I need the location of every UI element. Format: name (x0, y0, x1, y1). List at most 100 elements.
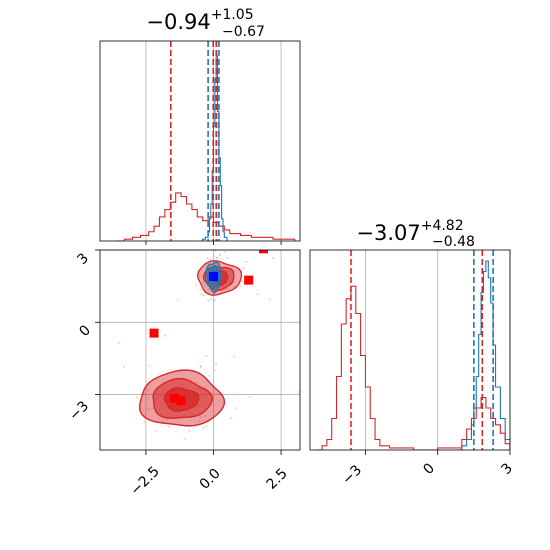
panel-right-bg (310, 250, 510, 450)
joint-sample-red-lower-0 (297, 390, 300, 393)
panel-top-frame (99, 40, 301, 242)
joint-markers (149, 250, 269, 406)
joint-sample-red-upper-16 (176, 298, 179, 301)
joint-sample-red-lower-30 (205, 355, 208, 358)
right-title: −3.07+4.82 (356, 218, 463, 245)
joint-xtick-label-neg2.5: −2.5 (127, 463, 162, 498)
panel-top-bg (100, 41, 300, 241)
panel-joint: 3 0 −3 −2.5 0.0 2.5 (66, 247, 301, 499)
joint-sample-red-upper-27 (198, 274, 201, 277)
joint-sample-blue-10 (202, 294, 205, 297)
top-title: −0.94+1.05 (146, 7, 253, 34)
joint-sample-red-lower-19 (161, 420, 164, 423)
joint-sample-red-lower-5 (184, 437, 187, 440)
joint-sample-red-upper-29 (227, 288, 230, 291)
joint-sample-red-lower-15 (136, 396, 139, 399)
top-title-sup: +1.05 (211, 7, 254, 23)
joint-sample-red-lower-47 (202, 427, 205, 430)
joint-sample-red-lower-21 (123, 365, 126, 368)
joint-sample-red-lower-45 (199, 415, 202, 418)
joint-sample-red-upper-48 (224, 250, 227, 253)
joint-sample-red-upper-38 (242, 266, 245, 269)
top-quantile-lines (170, 41, 220, 241)
joint-sample-red-upper-34 (237, 247, 239, 249)
joint-sample-blue-0 (213, 299, 216, 302)
joint-marker-1-4 (259, 250, 269, 254)
joint-sample-red-lower-43 (198, 419, 201, 422)
right-title-sup: +4.82 (421, 218, 464, 234)
joint-marker-0-0 (209, 272, 219, 282)
joint-sample-red-upper-26 (256, 293, 259, 296)
top-title-value: −0.94 (146, 10, 210, 34)
joint-sample-blue-9 (224, 288, 227, 291)
joint-sample-red-lower-62 (164, 334, 167, 337)
joint-sample-red-upper-9 (271, 257, 274, 260)
joint-sample-red-upper-35 (200, 293, 203, 296)
panel-right-frame (309, 249, 511, 451)
top-hist-series-1 (116, 192, 296, 241)
joint-sample-red-lower-66 (143, 421, 146, 424)
right-histograms (317, 260, 510, 450)
joint-sample-blue-29 (207, 288, 210, 291)
joint-sample-red-lower-32 (188, 429, 191, 432)
joint-sample-red-lower-55 (155, 429, 158, 432)
joint-sample-red-upper-41 (240, 280, 243, 283)
right-tick-marks (365, 450, 511, 455)
joint-sample-red-upper-19 (202, 282, 205, 285)
joint-marker-1-3 (244, 275, 254, 285)
joint-sample-red-upper-33 (199, 288, 202, 291)
right-title-value: −3.07 (356, 221, 420, 245)
joint-sample-red-lower-52 (199, 365, 202, 368)
joint-sample-red-upper-0 (245, 261, 248, 264)
joint-sample-red-lower-61 (147, 396, 150, 399)
joint-sample-red-upper-8 (226, 257, 229, 260)
joint-sample-blue-18 (207, 299, 210, 302)
joint-ytick-label-neg3: −3 (66, 398, 92, 424)
joint-xtick-label-2.5: 2.5 (264, 466, 291, 493)
joint-sample-red-lower-46 (147, 407, 150, 410)
joint-sample-red-upper-11 (215, 256, 218, 259)
joint-sample-red-lower-58 (199, 365, 202, 368)
top-tick-marks (145, 241, 282, 245)
joint-sample-blue-24 (206, 257, 209, 260)
joint-tick-marks (95, 249, 282, 455)
joint-sample-red-lower-20 (194, 381, 197, 384)
joint-marker-1-2 (176, 396, 186, 406)
joint-sample-blue-6 (216, 256, 219, 259)
joint-sample-red-lower-11 (147, 389, 150, 392)
right-xtick-label-neg3: −3 (339, 462, 365, 488)
joint-marker-1-0 (149, 328, 159, 338)
joint-sample-blue-5 (204, 285, 207, 288)
joint-sample-red-upper-12 (238, 284, 241, 287)
joint-sample-red-lower-54 (208, 375, 211, 378)
joint-ytick-label-3: 3 (74, 250, 92, 268)
panel-top-marginal: −0.94+1.05 −0.67 (99, 7, 301, 245)
joint-sample-red-lower-34 (215, 363, 218, 366)
joint-sample-red-lower-60 (230, 417, 233, 420)
joint-sample-red-lower-29 (117, 342, 120, 345)
right-hist-series-1 (317, 285, 510, 450)
top-title-sub: −0.67 (222, 24, 265, 40)
joint-marker-1-1 (169, 393, 179, 403)
right-xtick-label-3: 3 (498, 460, 516, 478)
joint-sample-red-upper-4 (195, 283, 198, 286)
joint-sample-red-lower-31 (234, 407, 237, 410)
joint-sample-red-lower-4 (204, 414, 207, 417)
joint-sample-red-lower-53 (232, 355, 235, 358)
joint-sample-red-lower-17 (151, 406, 154, 409)
right-quantile-lines (350, 250, 494, 450)
joint-sample-red-lower-57 (144, 392, 147, 395)
joint-sample-red-lower-63 (213, 369, 216, 372)
joint-ytick-label-0: 0 (76, 322, 94, 340)
joint-sample-red-lower-26 (248, 396, 251, 399)
joint-sample-blue-20 (219, 253, 222, 256)
panel-joint-frame (99, 249, 301, 451)
joint-sample-blue-30 (209, 298, 212, 301)
joint-sample-red-upper-28 (268, 298, 271, 301)
joint-sample-red-lower-39 (166, 418, 169, 421)
right-hist-series-0 (456, 260, 510, 450)
joint-sample-red-lower-38 (167, 425, 170, 428)
joint-xtick-label-0.0: 0.0 (197, 466, 224, 493)
panel-right-marginal: −3.07+4.82 −0.48 −3 0 3 (309, 218, 516, 488)
